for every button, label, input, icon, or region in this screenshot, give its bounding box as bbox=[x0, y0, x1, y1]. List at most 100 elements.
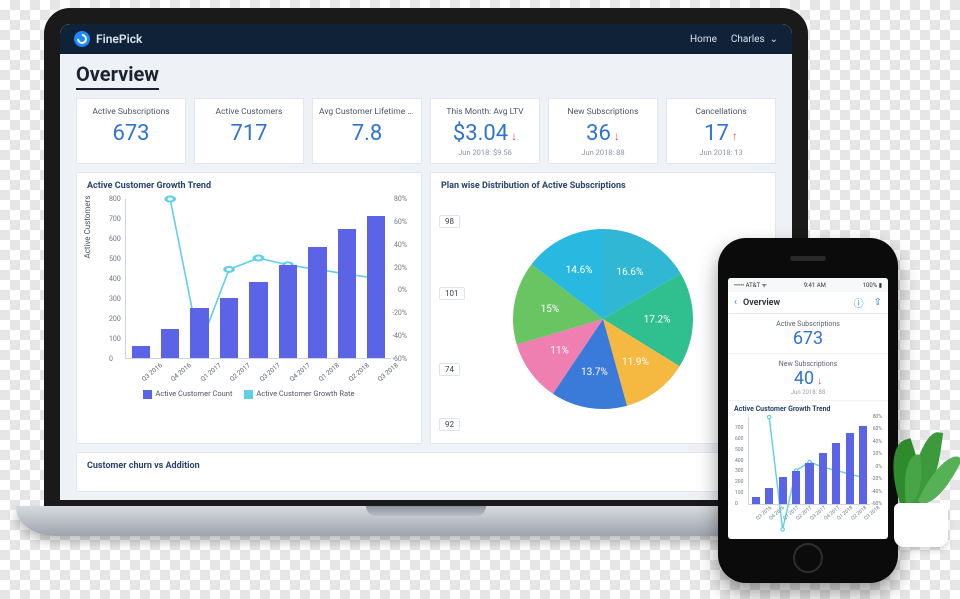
svg-text:11%: 11% bbox=[550, 346, 569, 357]
y-tick-right: 40% bbox=[873, 439, 882, 445]
topbar: FinePick Home Charles ⌄ bbox=[60, 24, 792, 54]
kpi-sub: Jun 2018: 13 bbox=[673, 148, 769, 157]
y-tick-left: 100 bbox=[109, 335, 121, 343]
y-tick-right: 60% bbox=[394, 218, 407, 226]
y-tick-right: -20% bbox=[871, 476, 882, 482]
y-tick-left: 0 bbox=[109, 355, 113, 363]
panels-row: Active Customer Growth Trend Active Cust… bbox=[76, 172, 776, 444]
brand[interactable]: FinePick bbox=[74, 31, 142, 47]
pie-callout: 101 bbox=[439, 287, 465, 300]
dashboard-app: FinePick Home Charles ⌄ Overview Active … bbox=[60, 24, 792, 500]
y-tick-left: 200 bbox=[109, 315, 121, 323]
svg-text:11.9%: 11.9% bbox=[622, 357, 649, 368]
page-title: Overview bbox=[76, 62, 159, 90]
y-tick-left: 300 bbox=[109, 295, 121, 303]
kpi-card[interactable]: Active Customers717 bbox=[194, 98, 304, 164]
info-icon[interactable]: ⓘ bbox=[854, 295, 864, 310]
nav-user[interactable]: Charles ⌄ bbox=[731, 34, 778, 45]
phone-cards: Active Subscriptions673New Subscriptions… bbox=[728, 314, 888, 401]
bar bbox=[279, 265, 297, 358]
legend-item: Active Customer Growth Rate bbox=[244, 389, 354, 399]
y-tick-left: 400 bbox=[735, 458, 743, 464]
bar bbox=[161, 329, 179, 358]
laptop-frame: FinePick Home Charles ⌄ Overview Active … bbox=[16, 8, 836, 563]
bar bbox=[859, 426, 867, 504]
nav-home[interactable]: Home bbox=[690, 34, 717, 45]
carrier-label: AT&T bbox=[746, 282, 760, 289]
pie-callout: 74 bbox=[439, 363, 460, 376]
bar bbox=[779, 477, 787, 504]
kpi-sub: Jun 2018: $9.56 bbox=[437, 148, 533, 157]
pie-chart: 16.6%17.2%11.9%13.7%11%15%14.6% bbox=[503, 219, 703, 419]
y-tick-right: 80% bbox=[394, 195, 407, 203]
y-tick-left: 600 bbox=[735, 436, 743, 442]
kpi-card[interactable]: Cancellations 17↑ Jun 2018: 13 bbox=[666, 98, 776, 164]
svg-text:13.7%: 13.7% bbox=[581, 367, 608, 378]
kpi-sub: Jun 2018: 88 bbox=[555, 148, 651, 157]
legend-item: Active Customer Count bbox=[143, 389, 232, 399]
kpi-label: Cancellations bbox=[673, 107, 769, 117]
y-tick-right: 20% bbox=[873, 451, 882, 457]
x-tick-label: Q4 2016 bbox=[169, 361, 193, 383]
y-tick-left: 0 bbox=[735, 501, 738, 507]
svg-text:15%: 15% bbox=[541, 304, 560, 315]
x-tick-label: Q4 2017 bbox=[288, 361, 312, 383]
kpi-card[interactable]: Active Subscriptions673 bbox=[76, 98, 186, 164]
pie-callout: 98 bbox=[439, 215, 460, 228]
kpi-label: Avg Customer Lifetime in months bbox=[319, 107, 415, 117]
kpi-card[interactable]: New Subscriptions 36↓ Jun 2018: 88 bbox=[548, 98, 658, 164]
phone-chart: Active Customer Growth Trend 80%60%40%20… bbox=[728, 401, 888, 523]
phone-kpi-card[interactable]: New Subscriptions40↓Jun 2018: 88 bbox=[728, 354, 888, 401]
chevron-down-icon: ⌄ bbox=[767, 34, 778, 45]
laptop-screen: FinePick Home Charles ⌄ Overview Active … bbox=[44, 8, 808, 516]
kpi-card[interactable]: Avg Customer Lifetime in months7.8 bbox=[312, 98, 422, 164]
phone-navbar: ‹ Overview ⓘ ⇪ bbox=[728, 292, 888, 314]
trend-down-icon: ↓ bbox=[511, 129, 517, 143]
share-icon[interactable]: ⇪ bbox=[874, 297, 882, 308]
phone-chart-title: Active Customer Growth Trend bbox=[734, 405, 882, 413]
kpi-value: 36↓ bbox=[555, 121, 651, 146]
kpi-card[interactable]: This Month: Avg LTV$3.04↓Jun 2018: $9.56 bbox=[430, 98, 540, 164]
chart-legend: Active Customer Count Active Customer Gro… bbox=[77, 389, 421, 405]
panel-title: Active Customer Growth Trend bbox=[77, 173, 421, 195]
y-tick-left: 500 bbox=[735, 447, 743, 453]
kpi-row: Active Subscriptions673Active Customers7… bbox=[76, 98, 776, 164]
status-time: 9:41 AM bbox=[804, 282, 826, 289]
kpi-sub: Jun 2018: 88 bbox=[736, 389, 880, 396]
kpi-value: 17↑ bbox=[673, 121, 769, 146]
bar bbox=[805, 463, 813, 504]
bar bbox=[220, 298, 238, 358]
y-tick-left: 700 bbox=[735, 425, 743, 431]
y-tick-right: -40% bbox=[871, 489, 882, 495]
status-battery: 100% ▮ bbox=[863, 282, 882, 289]
phone-nav-title: Overview bbox=[743, 298, 848, 308]
bar bbox=[190, 308, 208, 358]
x-tick-label: Q1 2018 bbox=[317, 361, 341, 383]
phone-frame: ••••• AT&T ᯤ 9:41 AM 100% ▮ ‹ Overview ⓘ… bbox=[718, 238, 898, 583]
panel-title: Plan wise Distribution of Active Subscri… bbox=[431, 173, 775, 195]
bar bbox=[752, 497, 760, 504]
bar bbox=[819, 453, 827, 504]
back-icon[interactable]: ‹ bbox=[734, 297, 737, 308]
y-tick-left: 100 bbox=[735, 490, 743, 496]
x-tick-label: Q2 2017 bbox=[228, 361, 252, 383]
bar bbox=[249, 282, 267, 358]
bar bbox=[132, 346, 150, 358]
y-tick-right: 20% bbox=[394, 264, 407, 272]
y-axis-left-label: Active Customers bbox=[83, 196, 92, 259]
kpi-value: 673 bbox=[83, 121, 179, 146]
panel-title: Customer churn vs Addition bbox=[77, 453, 775, 475]
kpi-label: New Subscriptions bbox=[736, 360, 880, 368]
kpi-label: New Subscriptions bbox=[555, 107, 651, 117]
y-tick-right: 80% bbox=[873, 414, 882, 420]
bar bbox=[832, 443, 840, 504]
pie-callout: 92 bbox=[439, 418, 460, 431]
content: Overview Active Subscriptions673Active C… bbox=[60, 54, 792, 500]
x-ticks: Q3 2016Q4 2016Q1 2017Q2 2017Q3 2017Q4 20… bbox=[125, 361, 391, 385]
phone-plot: 80%60%40%20%0%-20%-40%-60%01002003004005… bbox=[748, 415, 870, 523]
plot-area bbox=[125, 199, 391, 359]
svg-text:16.6%: 16.6% bbox=[616, 267, 643, 278]
phone-kpi-card[interactable]: Active Subscriptions673 bbox=[728, 314, 888, 354]
kpi-value: $3.04↓ bbox=[437, 121, 533, 146]
battery-label: 100% bbox=[863, 282, 878, 289]
